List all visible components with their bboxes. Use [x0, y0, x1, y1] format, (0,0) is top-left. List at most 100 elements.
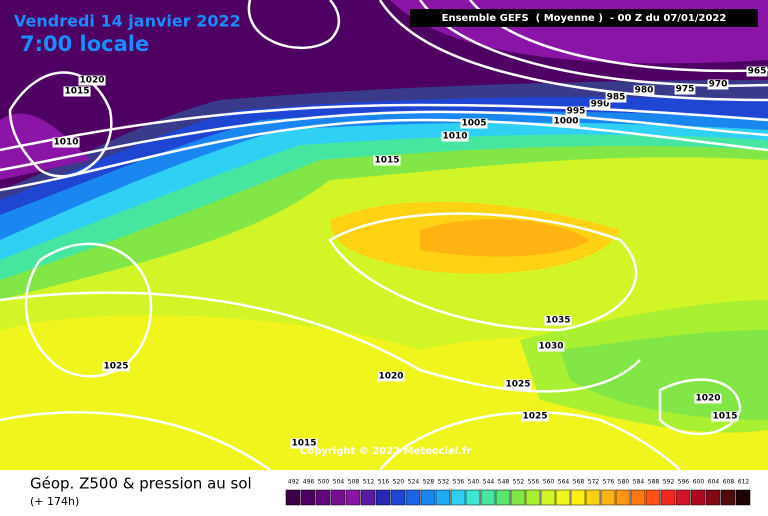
isobar-label: 965 — [748, 67, 767, 77]
isobar-label: 1015 — [712, 412, 737, 422]
legend-swatch — [330, 489, 346, 506]
legend-label: 596 — [678, 479, 690, 486]
isobar-label-bg — [460, 118, 488, 129]
legend-swatch — [645, 489, 661, 506]
legend-label: 588 — [648, 479, 660, 486]
isobar-label: 1020 — [695, 394, 720, 404]
isobar-label-bg — [441, 131, 469, 142]
legend-swatch — [600, 489, 616, 506]
isobar-label-bg — [746, 66, 768, 77]
isobar-label: 1020 — [378, 372, 403, 382]
isobar-label-bg — [633, 85, 655, 96]
footer-lead: (+ 174h) — [30, 495, 79, 508]
legend-label: 524 — [408, 479, 420, 486]
legend-label: 512 — [363, 479, 375, 486]
legend-label: 496 — [303, 479, 315, 486]
isobar-label-bg — [552, 116, 580, 127]
run-info: Ensemble GEFS ( Moyenne ) - 00 Z du 07/0… — [442, 13, 727, 24]
legend-label: 560 — [543, 479, 555, 486]
legend-label: 580 — [618, 479, 630, 486]
legend-label: 592 — [663, 479, 675, 486]
isobar-label-bg — [544, 315, 572, 326]
isobar-label: 975 — [676, 85, 695, 95]
legend-swatch — [720, 489, 736, 506]
legend-swatch — [540, 489, 556, 506]
copyright: Copyright © 2022 Meteociel.fr — [300, 446, 471, 457]
legend-label: 520 — [393, 479, 405, 486]
legend-swatch — [525, 489, 541, 506]
legend-label: 516 — [378, 479, 390, 486]
legend-swatch — [735, 489, 751, 506]
isobar-labels: 1020101510101005101010151000995990985980… — [52, 66, 768, 449]
isobar-label-bg — [521, 411, 549, 422]
isobar-label-bg — [707, 79, 729, 90]
legend-swatch — [585, 489, 601, 506]
isobar-label: 970 — [709, 80, 728, 90]
legend-swatch — [420, 489, 436, 506]
run-box — [410, 9, 758, 27]
isobar-label-bg — [52, 137, 80, 148]
legend-label: 500 — [318, 479, 330, 486]
legend-label: 508 — [348, 479, 360, 486]
legend-label: 548 — [498, 479, 510, 486]
legend-swatch — [300, 489, 316, 506]
legend-label: 564 — [558, 479, 570, 486]
isobar-label: 990 — [591, 100, 610, 110]
legend-label: 604 — [708, 479, 720, 486]
isobar-label: 985 — [607, 93, 626, 103]
isobar-label: 1025 — [103, 362, 128, 372]
isobar-label: 1025 — [505, 380, 530, 390]
legend-label: 600 — [693, 479, 705, 486]
legend-swatch — [510, 489, 526, 506]
isobar-label: 1000 — [553, 117, 578, 127]
legend-label: 504 — [333, 479, 345, 486]
legend-swatch — [630, 489, 646, 506]
isobar-label: 980 — [635, 86, 654, 96]
isobar-label: 1010 — [442, 132, 467, 142]
legend-swatch — [495, 489, 511, 506]
legend-label: 532 — [438, 479, 450, 486]
isobar-label-bg — [605, 92, 627, 103]
isobar-label-bg — [102, 361, 130, 372]
isobar-label: 1015 — [291, 439, 316, 449]
legend-swatch — [345, 489, 361, 506]
legend-label: 572 — [588, 479, 600, 486]
footer-title: Géop. Z500 & pression au sol — [30, 475, 252, 493]
isobar-label-bg — [504, 379, 532, 390]
isobar-label: 1015 — [64, 87, 89, 97]
isobar-label-bg — [78, 75, 106, 86]
legend-label: 492 — [288, 479, 300, 486]
legend-label: 576 — [603, 479, 615, 486]
time: 7:00 locale — [20, 32, 149, 56]
legend-swatch — [315, 489, 331, 506]
legend-label: 584 — [633, 479, 645, 486]
legend-label: 556 — [528, 479, 540, 486]
legend-label: 568 — [573, 479, 585, 486]
isobar-label-bg — [565, 106, 587, 117]
legend-label: 540 — [468, 479, 480, 486]
isobar-label-bg — [63, 86, 91, 97]
isobar-label-bg — [694, 393, 722, 404]
legend-label: 552 — [513, 479, 525, 486]
legend-swatch — [285, 489, 301, 506]
legend: 492 496 500 504 508 512 516 520 524 528 532 536 540 5… — [285, 479, 751, 506]
isobar-label-bg — [589, 99, 611, 110]
isobar-label: 995 — [567, 107, 586, 117]
legend-label: 612 — [738, 479, 750, 486]
map-field — [0, 0, 768, 470]
legend-swatch — [405, 489, 421, 506]
isobar-label-bg — [711, 411, 739, 422]
isobar-label-bg — [674, 84, 696, 95]
isobar-label: 1010 — [53, 138, 78, 148]
isobar-label: 1015 — [374, 156, 399, 166]
isobar-label-bg — [377, 371, 405, 382]
legend-swatch — [435, 489, 451, 506]
date: Vendredi 14 janvier 2022 — [14, 12, 241, 31]
legend-swatch — [480, 489, 496, 506]
legend-swatch — [675, 489, 691, 506]
legend-swatch — [390, 489, 406, 506]
legend-swatch — [555, 489, 571, 506]
legend-swatch — [660, 489, 676, 506]
isobar-label: 1020 — [79, 76, 104, 86]
